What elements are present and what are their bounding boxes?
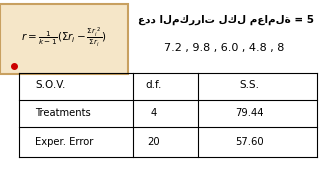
Text: 7.2 , 9.8 , 6.0 , 4.8 , 8: 7.2 , 9.8 , 6.0 , 4.8 , 8 — [164, 43, 284, 53]
Text: S.O.V.: S.O.V. — [35, 80, 66, 90]
Text: 4: 4 — [150, 108, 157, 118]
Text: Exper. Error: Exper. Error — [35, 137, 93, 147]
Text: Treatments: Treatments — [35, 108, 91, 118]
Text: 57.60: 57.60 — [235, 137, 264, 147]
FancyBboxPatch shape — [0, 4, 128, 74]
Text: d.f.: d.f. — [145, 80, 162, 90]
Text: S.S.: S.S. — [240, 80, 260, 90]
Text: $r = \frac{1}{k-1}(\Sigma r_i - \frac{\Sigma r_i^{\ 2}}{\Sigma r_i})$: $r = \frac{1}{k-1}(\Sigma r_i - \frac{\S… — [21, 25, 107, 49]
Text: عدد المكررات لكل معاملة = 5: عدد المكررات لكل معاملة = 5 — [138, 14, 314, 25]
Text: 20: 20 — [147, 137, 160, 147]
Text: 79.44: 79.44 — [235, 108, 264, 118]
